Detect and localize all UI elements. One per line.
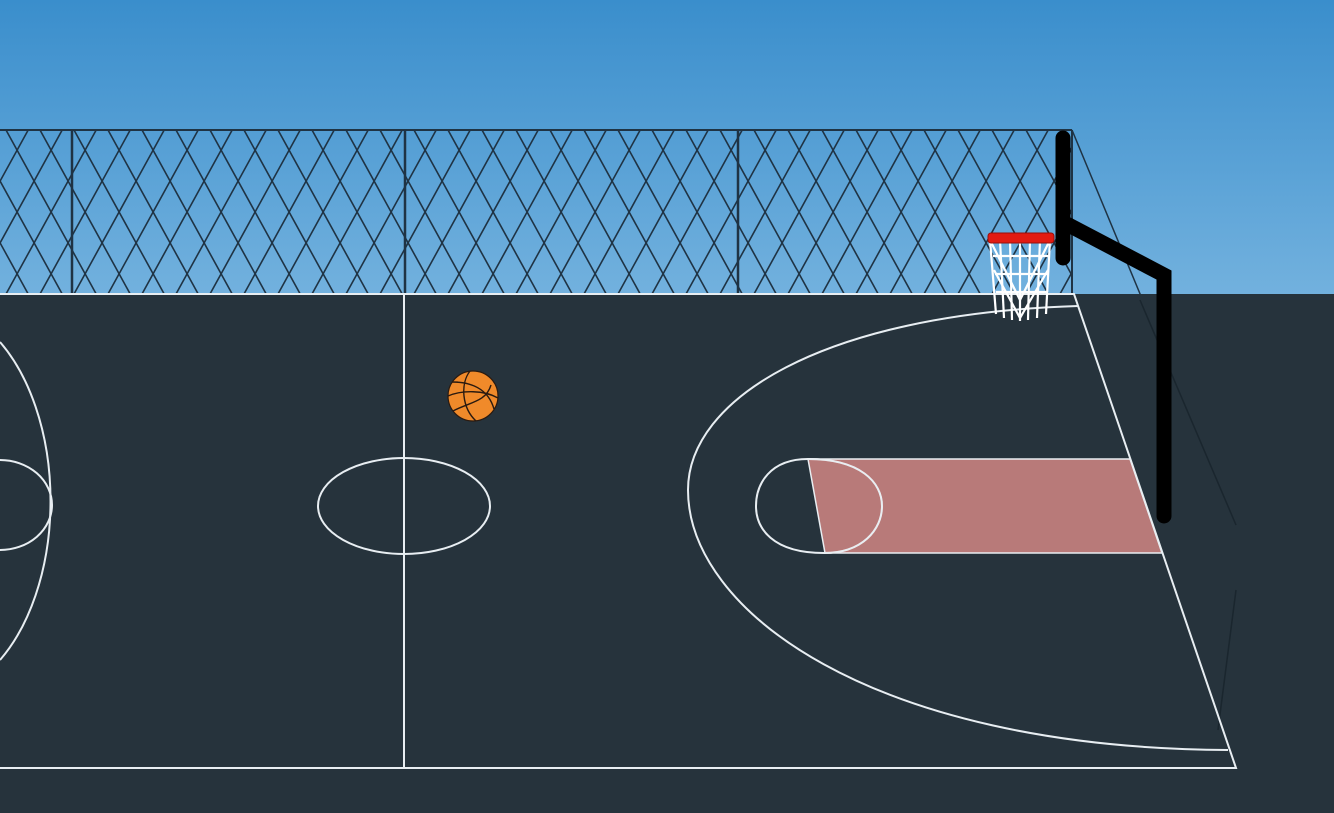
right-three-point-arc — [686, 305, 1229, 751]
fence-wire — [0, 241, 29, 294]
fence-wire — [0, 130, 63, 245]
fence-wire — [821, 130, 913, 294]
hoop-net — [988, 239, 1052, 321]
fence-wire — [311, 130, 403, 294]
fence-wire — [73, 130, 165, 294]
fence-wire — [957, 130, 1049, 294]
fence-shadow — [1139, 299, 1237, 731]
free-throw-arc-inner — [807, 458, 884, 554]
chain-link-fence — [0, 129, 1237, 526]
fence-wire — [617, 130, 709, 294]
fence-wire — [719, 130, 811, 294]
fence-wire — [243, 130, 335, 294]
fence-mesh — [0, 130, 1072, 294]
paint-area — [807, 458, 1164, 554]
fence-wire — [141, 130, 233, 294]
fence-wire — [0, 130, 29, 183]
hoop-rim — [987, 232, 1055, 244]
fence-wire — [515, 130, 607, 294]
fence-wire — [107, 130, 199, 294]
fence-wire — [277, 130, 369, 294]
fence-wire — [651, 130, 743, 294]
fence-wire — [5, 130, 97, 294]
fence-wire — [481, 130, 573, 294]
fence-wire — [889, 130, 981, 294]
basketball-hoop — [987, 130, 1172, 524]
basketball-icon[interactable] — [447, 370, 499, 422]
fence-wire — [685, 130, 777, 294]
fence-wire — [175, 130, 267, 294]
fence-wire — [39, 130, 131, 294]
fence-wire — [209, 130, 301, 294]
fence-wire — [549, 130, 641, 294]
left-free-throw-arc — [0, 459, 53, 551]
fence-wire — [923, 130, 1015, 294]
fence-wire — [413, 130, 505, 294]
fence-wire — [787, 130, 879, 294]
fence-wire — [379, 130, 471, 294]
center-circle — [317, 457, 491, 555]
fence-wire — [583, 130, 675, 294]
hoop-pole — [1055, 130, 1172, 524]
left-three-point-arc — [0, 341, 52, 661]
fence-wire — [345, 130, 437, 294]
fence-wire — [855, 130, 947, 294]
fence-wire — [753, 130, 845, 294]
fence-wire — [447, 130, 539, 294]
